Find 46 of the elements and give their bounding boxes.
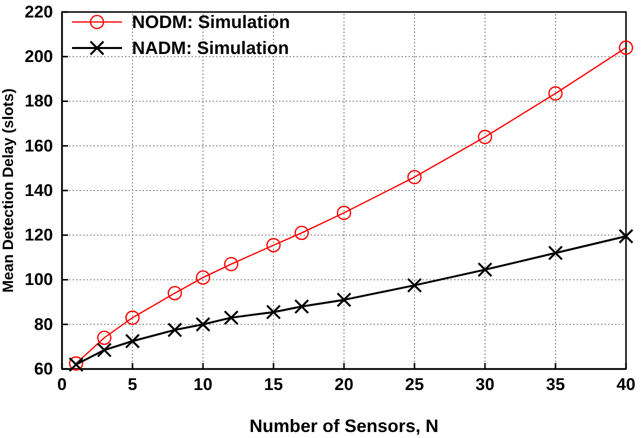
point — [407, 170, 422, 184]
point — [294, 226, 309, 240]
x-tick-label: 10 — [194, 375, 212, 394]
point — [266, 304, 281, 320]
y-tick-label: 220 — [24, 2, 53, 22]
point — [336, 292, 352, 308]
x-tick-label: 25 — [405, 375, 424, 394]
point — [125, 310, 140, 325]
x-tick-label: 35 — [546, 375, 565, 394]
point — [224, 256, 238, 272]
x-tick-label: 30 — [476, 375, 494, 394]
point — [478, 130, 492, 144]
point — [618, 40, 634, 55]
point — [97, 330, 112, 345]
legend-label: NADM: Simulation — [132, 38, 289, 58]
point — [266, 238, 281, 252]
point — [168, 286, 182, 300]
y-tick-label: 200 — [24, 47, 53, 66]
point — [294, 299, 310, 314]
y-tick-label: 80 — [34, 314, 53, 334]
y-axis-title: Mean Detection Delay (slots) — [0, 88, 17, 293]
point — [196, 316, 210, 332]
y-tick-label: 180 — [24, 92, 53, 111]
y-tick-label: 100 — [24, 270, 53, 290]
point — [478, 262, 492, 278]
legend-label: NODM: Simulation — [132, 12, 290, 32]
point — [618, 228, 634, 244]
y-tick-label: 120 — [24, 226, 53, 245]
point — [196, 270, 210, 285]
x-tick-label: 0 — [57, 375, 67, 394]
point — [336, 206, 352, 220]
x-tick-label: 40 — [616, 375, 636, 394]
point — [548, 245, 563, 260]
x-tick-label: 15 — [264, 375, 283, 394]
y-tick-label: 60 — [34, 359, 53, 378]
point — [224, 310, 239, 326]
x-tick-label: 5 — [128, 375, 138, 394]
y-tick-label: 160 — [24, 136, 53, 156]
point — [96, 342, 112, 358]
y-tick-label: 140 — [24, 180, 53, 200]
x-axis-title: Number of Sensors, N — [249, 416, 439, 436]
point — [548, 86, 563, 101]
point — [407, 278, 422, 293]
x-tick-label: 20 — [334, 375, 354, 394]
point — [125, 334, 140, 349]
point — [167, 322, 182, 338]
